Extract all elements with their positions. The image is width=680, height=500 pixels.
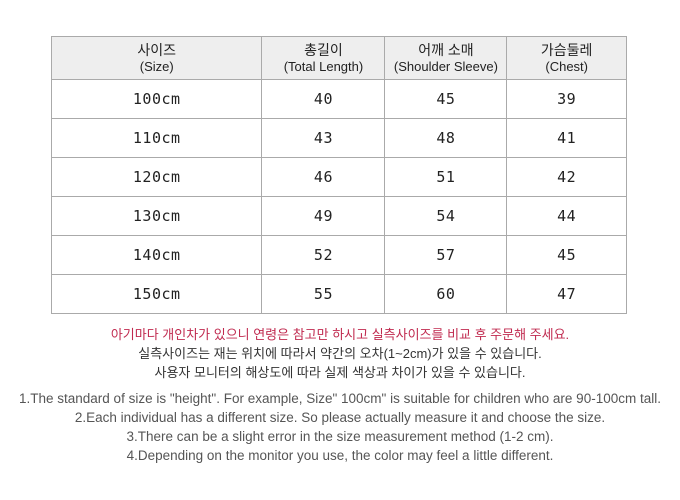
note-english-4: 4.Depending on the monitor you use, the … — [126, 448, 554, 463]
column-header-chest: 가슴둘레 (Chest) — [506, 36, 627, 80]
cell-chest: 42 — [506, 157, 627, 197]
table-row: 100cm 40 45 39 — [50, 79, 627, 119]
table-row: 120cm 46 51 42 — [50, 157, 627, 197]
note-korean-1: 실측사이즈는 재는 위치에 따라서 약간의 오차(1~2cm)가 있을 수 있습… — [138, 346, 542, 361]
cell-shoulder-sleeve: 54 — [384, 196, 508, 236]
cell-shoulder-sleeve: 60 — [384, 274, 508, 314]
header-row: 사이즈 (Size) 총길이 (Total Length) 어깨 소매 (Sho… — [50, 36, 627, 80]
note-english-3: 3.There can be a slight error in the siz… — [126, 429, 554, 444]
column-header-total-length-en: (Total Length) — [283, 58, 364, 74]
column-header-shoulder-sleeve: 어깨 소매 (Shoulder Sleeve) — [384, 36, 508, 80]
column-header-shoulder-sleeve-en: (Shoulder Sleeve) — [393, 58, 498, 74]
cell-shoulder-sleeve: 45 — [384, 79, 508, 119]
cell-total-length: 43 — [261, 118, 386, 158]
cell-size: 100cm — [50, 79, 263, 119]
cell-total-length: 52 — [261, 235, 386, 275]
cell-shoulder-sleeve: 51 — [384, 157, 508, 197]
column-header-total-length-ko: 총길이 — [304, 41, 343, 58]
size-chart-table: 사이즈 (Size) 총길이 (Total Length) 어깨 소매 (Sho… — [50, 36, 627, 314]
table-row: 150cm 55 60 47 — [50, 274, 627, 314]
cell-total-length: 46 — [261, 157, 386, 197]
cell-shoulder-sleeve: 48 — [384, 118, 508, 158]
cell-chest: 41 — [506, 118, 627, 158]
column-header-chest-en: (Chest) — [545, 58, 588, 74]
cell-size: 150cm — [50, 274, 263, 314]
cell-size: 120cm — [50, 157, 263, 197]
cell-size: 140cm — [50, 235, 263, 275]
cell-size: 130cm — [50, 196, 263, 236]
cell-shoulder-sleeve: 57 — [384, 235, 508, 275]
column-header-total-length: 총길이 (Total Length) — [261, 36, 386, 80]
note-english-1: 1.The standard of size is "height". For … — [19, 391, 661, 406]
cell-size: 110cm — [50, 118, 263, 158]
notes-english: 1.The standard of size is "height". For … — [0, 389, 680, 465]
column-header-shoulder-sleeve-ko: 어깨 소매 — [418, 41, 474, 58]
cell-chest: 44 — [506, 196, 627, 236]
note-english-2: 2.Each individual has a different size. … — [74, 410, 606, 425]
note-korean-2: 사용자 모니터의 해상도에 따라 실제 색상과 차이가 있을 수 있습니다. — [154, 365, 526, 380]
column-header-size: 사이즈 (Size) — [50, 36, 263, 80]
table-row: 140cm 52 57 45 — [50, 235, 627, 275]
table-row: 110cm 43 48 41 — [50, 118, 627, 158]
column-header-size-en: (Size) — [139, 58, 174, 74]
table-row: 130cm 49 54 44 — [50, 196, 627, 236]
notes-section: 아기마다 개인차가 있으니 연령은 참고만 하시고 실측사이즈를 비교 후 주문… — [0, 325, 680, 465]
cell-chest: 47 — [506, 274, 627, 314]
column-header-size-ko: 사이즈 — [137, 41, 177, 58]
cell-chest: 39 — [506, 79, 627, 119]
note-highlight: 아기마다 개인차가 있으니 연령은 참고만 하시고 실측사이즈를 비교 후 주문… — [110, 327, 570, 342]
cell-chest: 45 — [506, 235, 627, 275]
column-header-chest-ko: 가슴둘레 — [540, 41, 593, 58]
cell-total-length: 40 — [261, 79, 386, 119]
cell-total-length: 49 — [261, 196, 386, 236]
cell-total-length: 55 — [261, 274, 386, 314]
